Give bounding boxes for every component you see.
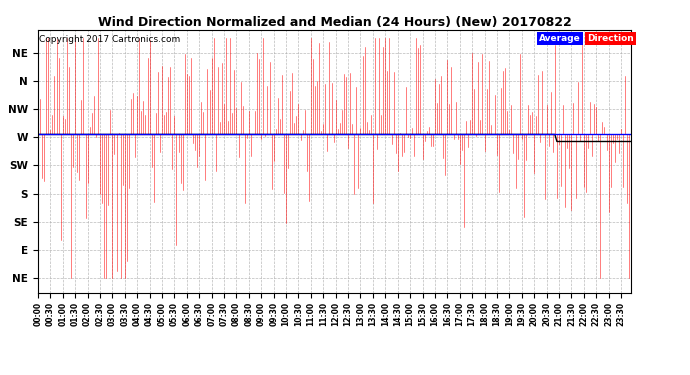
Title: Wind Direction Normalized and Median (24 Hours) (New) 20170822: Wind Direction Normalized and Median (24… [98,16,571,29]
Text: Direction: Direction [586,34,633,43]
Text: Copyright 2017 Cartronics.com: Copyright 2017 Cartronics.com [39,35,180,44]
Text: Average: Average [540,34,581,43]
